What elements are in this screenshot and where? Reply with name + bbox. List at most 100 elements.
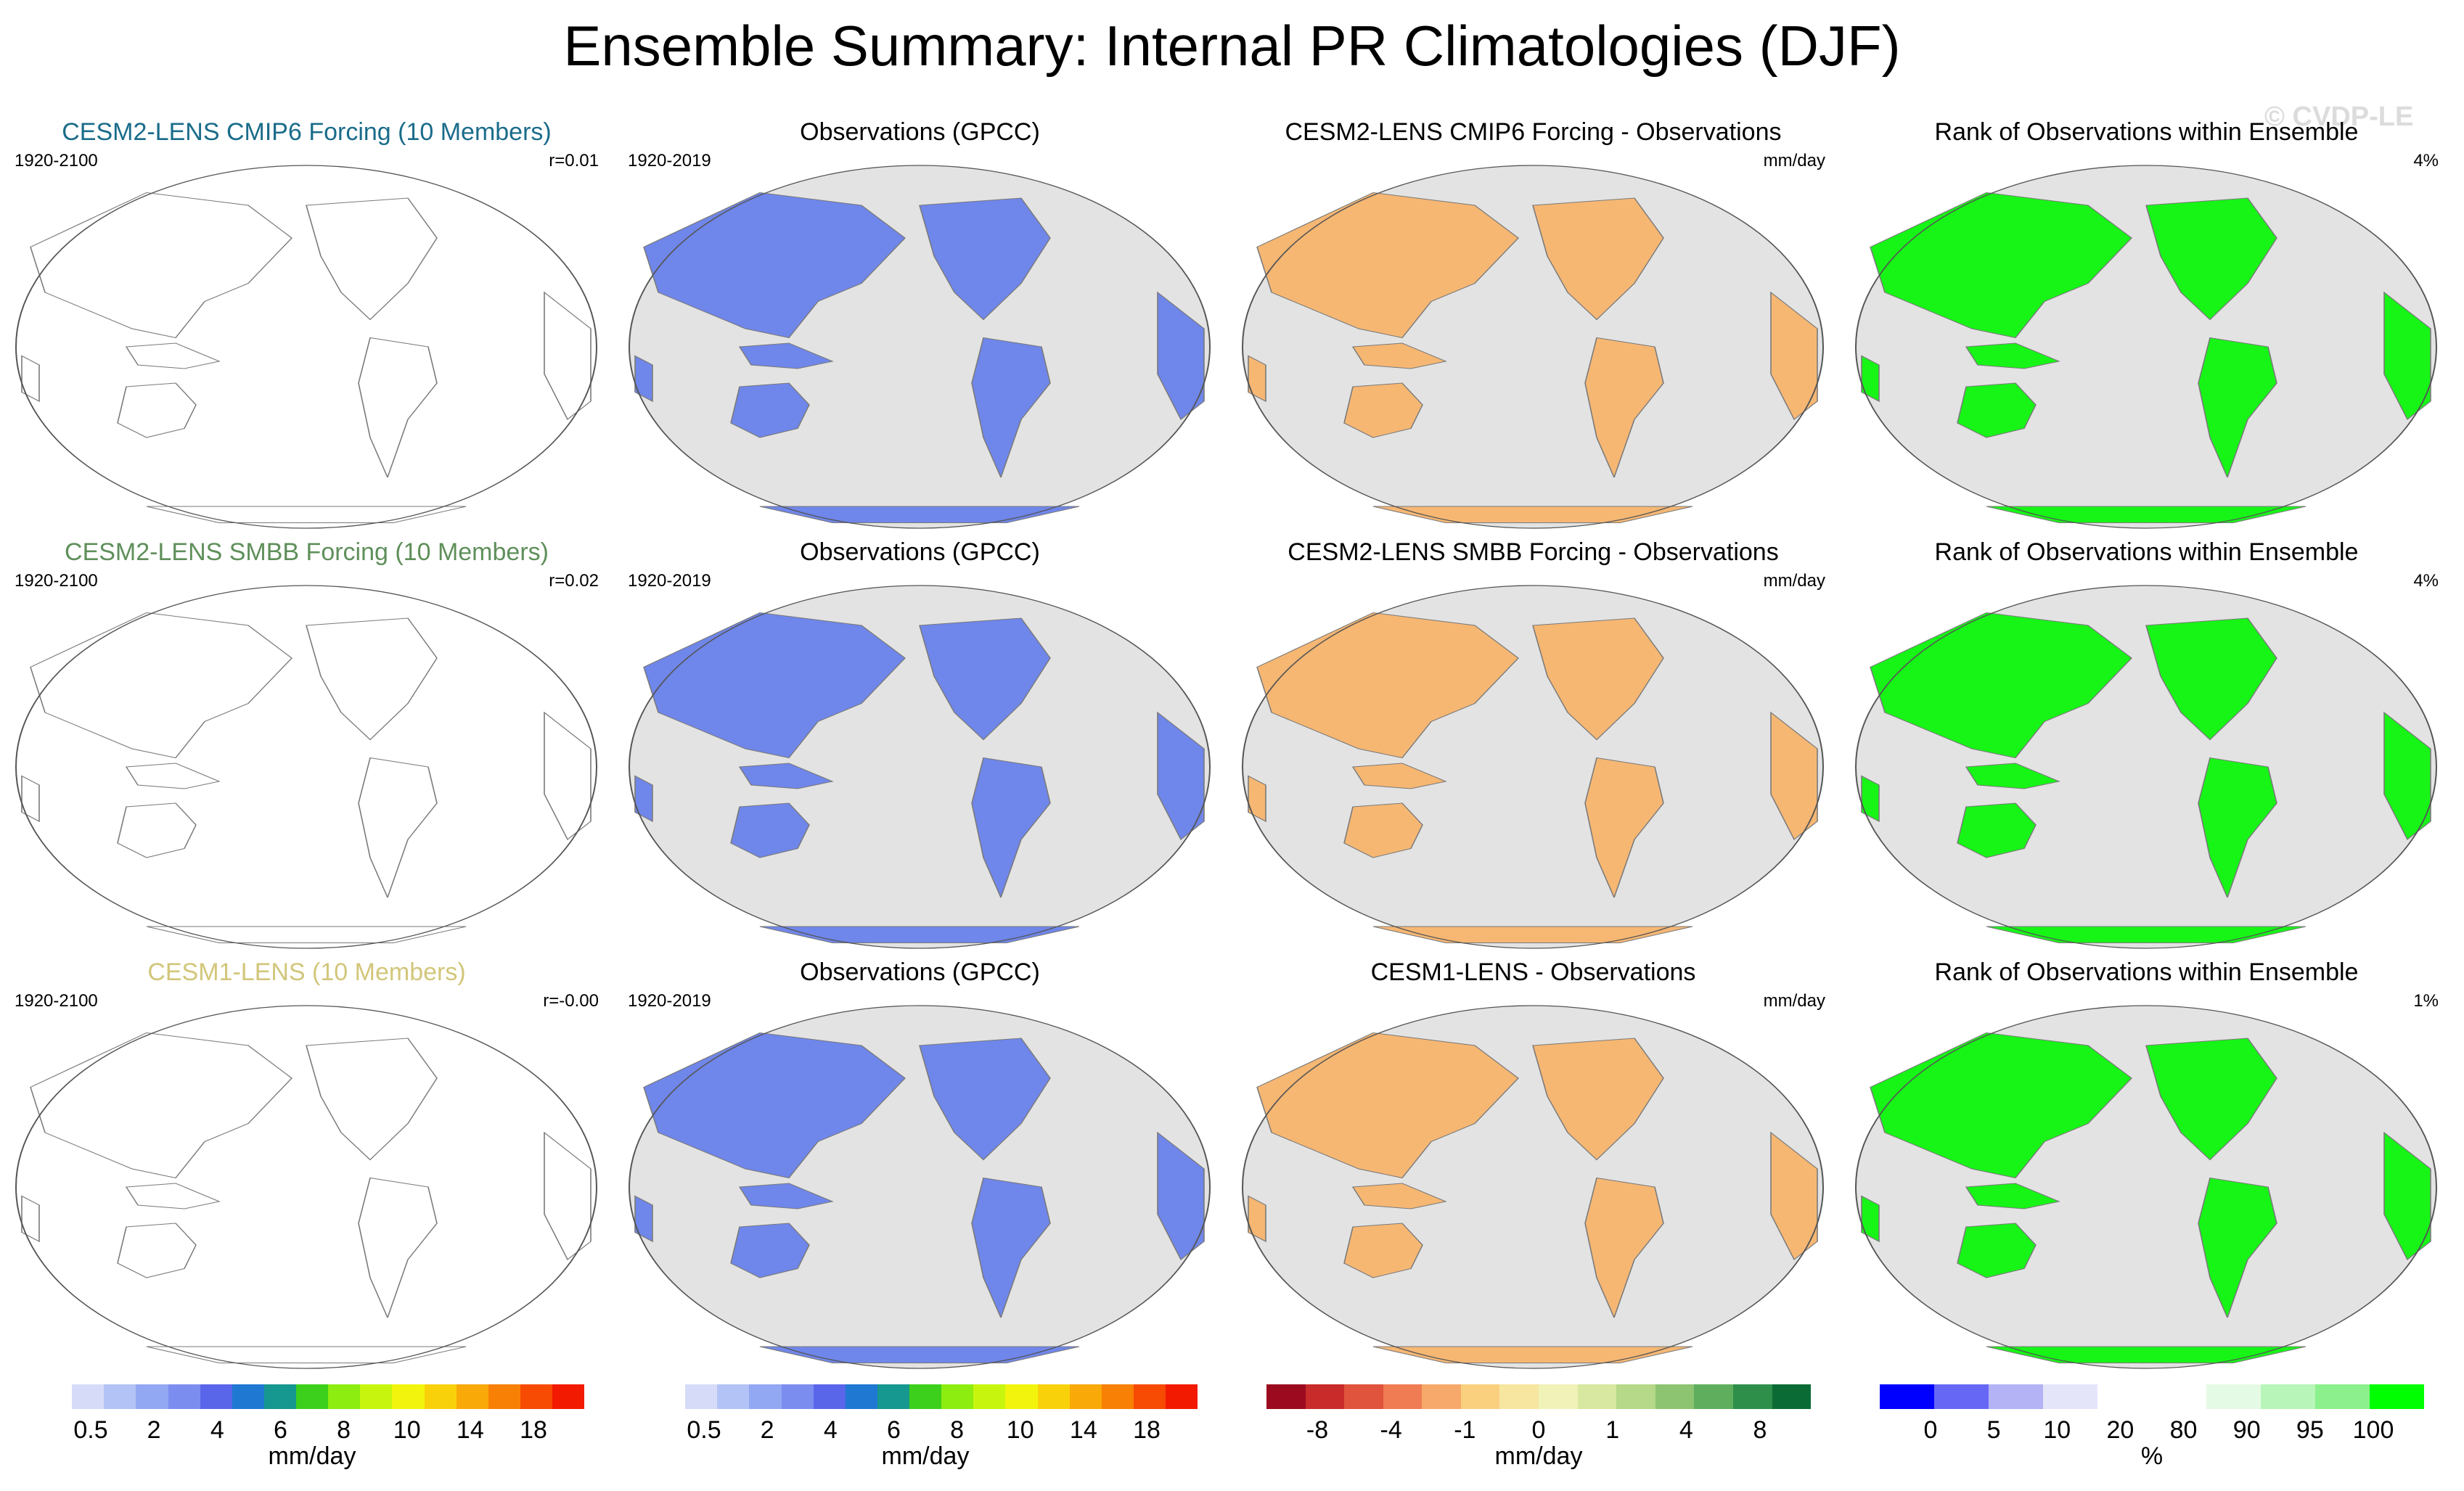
colorbar-3-swatch-3 — [1344, 1384, 1383, 1409]
rank-land-region-1-row3 — [1870, 1032, 2132, 1179]
diff-land-region-4-row2 — [1532, 617, 1664, 741]
colorbar-3-swatch-12 — [1694, 1384, 1733, 1409]
rank-land-region-1-row1 — [1870, 192, 2132, 339]
model-land-region-4-row3 — [306, 1038, 438, 1161]
rank-panel-title-row3: Rank of Observations within Ensemble — [1934, 958, 2359, 986]
diff-land-region-3-row1 — [1351, 342, 1447, 369]
colorbar-2-tick-label: 6 — [886, 1416, 901, 1444]
rank-percent-row3: 1% — [2413, 991, 2439, 1011]
colorbar-2-tick-label: 0.5 — [687, 1416, 721, 1444]
model-land-region-7-row3 — [21, 1195, 40, 1243]
diff-panel-title-row2: CESM2-LENS SMBB Forcing - Observations — [1288, 538, 1779, 566]
model-map-border-row1 — [15, 165, 597, 529]
rank-land-region-8-row2 — [1986, 926, 2307, 943]
rank-map-border-row2 — [1855, 585, 2437, 949]
colorbar-1-swatch-14 — [456, 1384, 488, 1409]
colorbar-1-tick-label: 8 — [337, 1416, 351, 1444]
colorbar-4-tick-label: 0 — [1923, 1416, 1938, 1444]
model-land-region-2-row1 — [117, 382, 197, 438]
rank-map-border-row3 — [1855, 1005, 2437, 1369]
colorbar-2-swatch-16 — [1133, 1384, 1166, 1409]
diff-land-region-7-row3 — [1248, 1195, 1266, 1243]
model-land-region-4-row2 — [306, 617, 438, 741]
model-correlation-row2: r=0.02 — [549, 571, 599, 591]
rank-land-region-3-row2 — [1965, 763, 2060, 789]
colorbar-2-swatch-11 — [973, 1384, 1006, 1409]
obs-land-region-4-row1 — [919, 197, 1051, 321]
diff-land-region-2-row1 — [1343, 382, 1423, 438]
diff-land-region-5-row3 — [1584, 1177, 1664, 1318]
model-panel-title-row3: CESM1-LENS (10 Members) — [147, 958, 466, 986]
rank-map-border-row1 — [1855, 165, 2437, 529]
model-panel-row2: CESM2-LENS SMBB Forcing (10 Members) 1920… — [0, 535, 613, 956]
rank-land-region-3-row1 — [1965, 342, 2060, 369]
colorbar-2-swatch-12 — [1005, 1384, 1038, 1409]
model-correlation-row1: r=0.01 — [549, 151, 599, 171]
diff-land-region-1-row3 — [1256, 1032, 1519, 1179]
colorbar-3-tick-label: -1 — [1454, 1416, 1476, 1444]
diff-map-border-row3 — [1242, 1005, 1824, 1369]
diff-land-region-2-row3 — [1343, 1223, 1423, 1278]
colorbar-4-swatch-6 — [2152, 1384, 2206, 1409]
rank-land-region-4-row1 — [2145, 197, 2277, 321]
obs-map-border-row3 — [629, 1005, 1211, 1369]
diff-panel-title-row3: CESM1-LENS - Observations — [1370, 958, 1696, 986]
colorbar-2-swatch-13 — [1037, 1384, 1070, 1409]
obs-years-row3: 1920-2019 — [628, 991, 711, 1011]
colorbar-2-swatch-5 — [781, 1384, 814, 1409]
figure-title: Ensemble Summary: Internal PR Climatolog… — [563, 14, 1901, 78]
rank-land-region-5-row2 — [2198, 757, 2277, 898]
colorbar-3-swatch-6 — [1460, 1384, 1500, 1409]
rank-land-region-7-row1 — [1861, 355, 1880, 403]
rank-land-region-4-row2 — [2145, 617, 2277, 741]
diff-panel-row3: CESM1-LENS - Observations mm/day — [1227, 955, 1840, 1376]
obs-map-row2 — [629, 585, 1211, 949]
obs-land-region-4-row3 — [919, 1038, 1051, 1161]
colorbar-3-swatch-11 — [1655, 1384, 1695, 1409]
colorbar-1-swatch-8 — [263, 1384, 296, 1409]
diff-land-region-6-row3 — [1770, 1131, 1818, 1261]
diff-land-region-1-row2 — [1256, 612, 1519, 759]
colorbar-2-swatch-4 — [749, 1384, 782, 1409]
obs-map-border-row1 — [629, 165, 1211, 529]
colorbar-2-swatch-1 — [653, 1384, 686, 1409]
diff-map-row1 — [1242, 165, 1824, 529]
colorbar-2-swatches — [653, 1384, 1198, 1409]
colorbar-2-tick-label: 4 — [823, 1416, 838, 1444]
obs-land-region-2-row1 — [730, 382, 810, 438]
obs-map-row3 — [629, 1005, 1211, 1369]
diff-land-region-4-row1 — [1532, 197, 1664, 321]
colorbar-2-tick-label: 10 — [1006, 1416, 1034, 1444]
colorbar-4-tick-label: 10 — [2043, 1416, 2071, 1444]
rank-map-row2 — [1855, 585, 2437, 949]
colorbar-2-tick-label: 8 — [950, 1416, 965, 1444]
diff-units-row1: mm/day — [1763, 151, 1825, 171]
colorbar-2-tick-label: 14 — [1069, 1416, 1097, 1444]
rank-land-region-8-row3 — [1986, 1346, 2307, 1363]
rank-land-region-7-row2 — [1861, 775, 1880, 823]
colorbar-3-swatch-10 — [1616, 1384, 1655, 1409]
obs-land-region-5-row2 — [971, 757, 1051, 898]
colorbar-2-swatch-15 — [1101, 1384, 1134, 1409]
model-land-region-5-row2 — [358, 757, 438, 898]
rank-land-region-4-row3 — [2145, 1038, 2277, 1161]
model-land-region-1-row3 — [30, 1032, 292, 1179]
obs-land-region-3-row1 — [738, 342, 834, 369]
colorbar-2-swatch-7 — [845, 1384, 877, 1409]
rank-panel-row3: Rank of Observations within Ensemble 1% — [1840, 955, 2453, 1376]
obs-land-region-8-row3 — [759, 1346, 1080, 1363]
colorbar-3-tick-label: 4 — [1679, 1416, 1693, 1444]
colorbar-2-swatch-14 — [1069, 1384, 1102, 1409]
colorbar-2-swatch-8 — [877, 1384, 909, 1409]
colorbar-1-tick-label: 18 — [520, 1416, 547, 1444]
colorbar-4-tick-label: 100 — [2352, 1416, 2394, 1444]
colorbar-1-tick-label: 4 — [210, 1416, 224, 1444]
rank-panel-title-row1: Rank of Observations within Ensemble — [1934, 118, 2359, 146]
diff-map-row3 — [1242, 1005, 1824, 1369]
obs-land-region-5-row3 — [971, 1177, 1051, 1318]
diff-map-row2 — [1242, 585, 1824, 949]
diff-land-region-6-row2 — [1770, 711, 1818, 841]
model-land-region-4-row1 — [306, 197, 438, 321]
colorbar-1-tick-label: 2 — [147, 1416, 161, 1444]
colorbar-2-swatch-3 — [717, 1384, 750, 1409]
